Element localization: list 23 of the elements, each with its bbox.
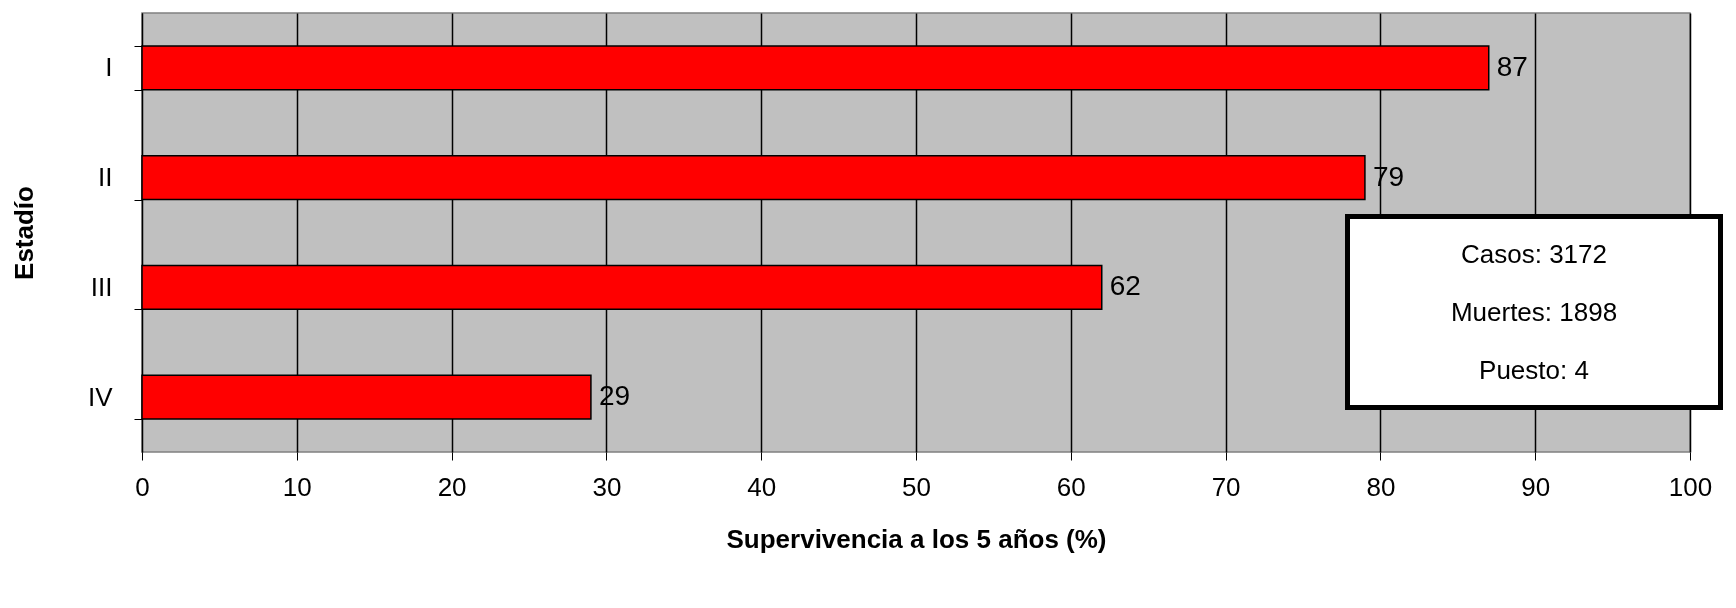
- data-label: 87: [1496, 50, 1528, 82]
- x-tick-label: 30: [592, 471, 622, 502]
- x-tick-label: 70: [1211, 471, 1241, 502]
- y-tick-label: II: [98, 162, 113, 193]
- x-tick-label: 60: [1056, 471, 1086, 502]
- annotation: Casos: 3172: [1461, 238, 1607, 270]
- data-label: 62: [1109, 270, 1141, 302]
- x-tick-label: 0: [135, 471, 150, 502]
- x-tick-label: 50: [902, 471, 931, 502]
- x-tick-label: 10: [282, 471, 312, 502]
- annotation: Muertes: 1898: [1450, 296, 1618, 328]
- y-tick-label: I: [105, 52, 113, 83]
- x-tick-label: 40: [747, 471, 777, 502]
- y-tick-label: III: [90, 271, 113, 302]
- text-box: Casos: 3172 Muertes: 1898 Puesto: 4: [1345, 214, 1723, 410]
- y-tick-label: IV: [87, 381, 114, 412]
- y-axis-title: Estadío: [8, 186, 39, 280]
- x-tick-label: 80: [1366, 471, 1396, 502]
- x-tick-label: 90: [1521, 471, 1551, 502]
- x-axis-title: Supervivencia a los 5 años (%): [726, 523, 1107, 554]
- x-tick-label: 100: [1668, 471, 1713, 502]
- annotation: Puesto: 4: [1479, 354, 1589, 386]
- x-tick-label: 20: [437, 471, 467, 502]
